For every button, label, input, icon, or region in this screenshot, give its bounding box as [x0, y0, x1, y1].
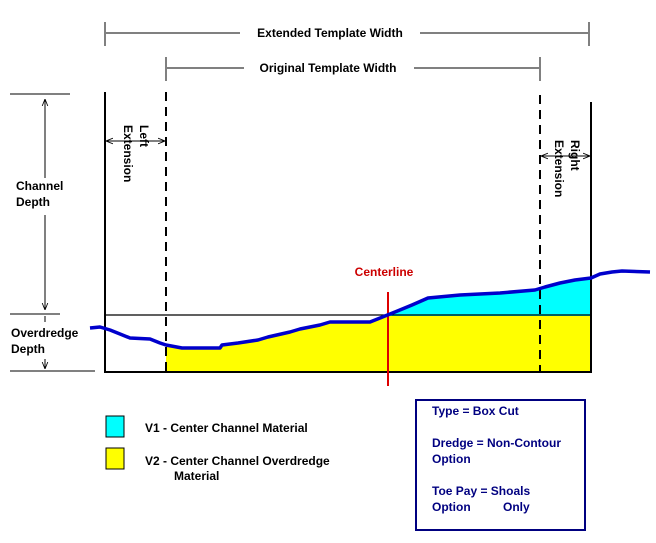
channel-depth-label-line2: Depth	[16, 195, 50, 209]
info-type: Type = Box Cut	[432, 404, 519, 418]
v2-overdredge-area	[166, 316, 591, 371]
extended-width-dimension	[104, 22, 590, 46]
info-toe-pay-only: Only	[503, 500, 530, 514]
info-toe-pay-option: Option	[432, 500, 471, 514]
original-width-label: Original Template Width	[259, 61, 396, 75]
overdredge-depth-dimension	[10, 316, 95, 372]
overdredge-depth-label-line2: Depth	[11, 342, 45, 356]
channel-outline	[104, 92, 592, 373]
info-toe-pay-line1: Toe Pay = Shoals	[432, 484, 530, 498]
channel-depth-label-line1: Channel	[16, 179, 63, 193]
bottom-profile-line	[89, 269, 651, 350]
right-extension-label-line1: Right	[568, 140, 582, 171]
info-dredge-line1: Dredge = Non-Contour	[432, 436, 561, 450]
left-extension-label-line1: Left	[137, 125, 151, 147]
left-extension-label-line2: Extension	[121, 125, 135, 182]
legend-v1-swatch	[105, 415, 125, 438]
right-extension-label-line2: Extension	[552, 140, 566, 197]
channel-depth-dimension	[10, 93, 70, 315]
original-width-dimension	[165, 57, 541, 81]
centerline-label: Centerline	[355, 265, 414, 279]
original-template-dashed-lines	[165, 92, 541, 372]
legend-v2-swatch	[105, 447, 125, 470]
overdredge-depth-label-line1: Overdredge	[11, 326, 79, 340]
legend-v2-label-line2: Material	[174, 469, 219, 483]
extended-width-label: Extended Template Width	[257, 26, 403, 40]
legend-v1-label: V1 - Center Channel Material	[145, 421, 308, 435]
legend-v2-label-line1: V2 - Center Channel Overdredge	[145, 454, 330, 468]
info-dredge-line2: Option	[432, 452, 471, 466]
info-box	[415, 399, 586, 531]
